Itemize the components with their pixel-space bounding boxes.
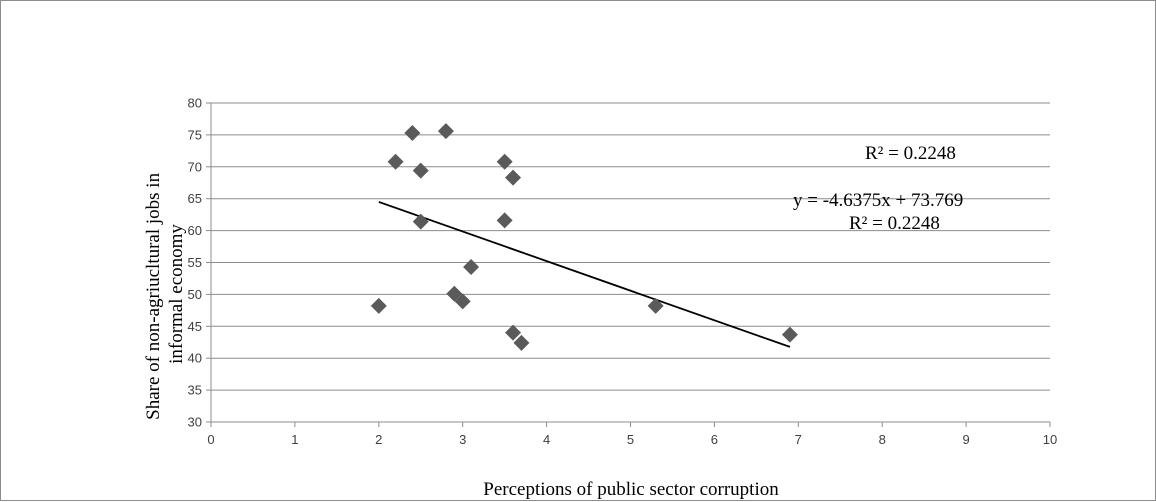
data-point-15: [781, 326, 798, 343]
x-tick-label: 9: [962, 432, 969, 447]
x-tick-label: 0: [207, 432, 214, 447]
y-tick-label: 30: [188, 415, 202, 430]
y-tick-label: 60: [188, 223, 202, 238]
x-tick-label: 6: [711, 432, 718, 447]
x-tick-label: 4: [543, 432, 550, 447]
data-point-3: [412, 162, 429, 179]
data-point-9: [496, 153, 513, 170]
data-point-1: [387, 153, 404, 170]
x-tick-label: 2: [375, 432, 382, 447]
y-tick-label: 45: [188, 319, 202, 334]
data-point-10: [496, 212, 513, 229]
data-points: [370, 123, 798, 351]
data-point-2: [404, 124, 421, 141]
y-tick-label: 35: [188, 383, 202, 398]
y-tick-label: 40: [188, 351, 202, 366]
x-tick-label: 8: [879, 432, 886, 447]
y-axis-title-line-1: Share of non-agriucltural jobs in: [143, 172, 164, 419]
data-point-14: [647, 297, 664, 314]
x-axis-title: Perceptions of public sector corruption: [483, 479, 779, 500]
y-tick-label: 50: [188, 287, 202, 302]
y-tick-labels: 30 35 40 45 50 55 60 65 70 75 80: [188, 96, 202, 430]
data-point-4: [412, 213, 429, 230]
x-tick-label: 3: [459, 432, 466, 447]
x-tick-label: 1: [291, 432, 298, 447]
y-tick-label: 70: [188, 159, 202, 174]
y-axis-title: Share of non-agriucltural jobs in inform…: [143, 168, 187, 420]
gridlines: [206, 102, 1050, 423]
r2-label-top: R² = 0.2248: [865, 143, 956, 164]
r2-label-bottom: R² = 0.2248: [849, 213, 940, 234]
data-point-6: [446, 285, 463, 302]
x-tick-label: 7: [795, 432, 802, 447]
y-tick-label: 75: [188, 127, 202, 142]
x-tick-labels: 0 1 2 3 4 5 6 7 8 9 10: [207, 432, 1057, 447]
y-tick-label: 55: [188, 255, 202, 270]
data-point-13: [513, 334, 530, 351]
trendline-equation: y = -4.6375x + 73.769: [793, 190, 963, 211]
y-tick-label: 80: [188, 96, 202, 111]
x-tick-label: 5: [627, 432, 634, 447]
y-tick-label: 65: [188, 191, 202, 206]
data-point-11: [505, 169, 522, 186]
y-axis-title-line-2: informal economy: [166, 224, 187, 364]
x-tick-label: 10: [1043, 432, 1057, 447]
axes: [210, 103, 1051, 427]
data-point-8: [463, 258, 480, 275]
data-point-12: [505, 324, 522, 341]
data-point-0: [370, 297, 387, 314]
trendline: [378, 201, 791, 348]
data-point-5: [437, 123, 454, 140]
data-point-7: [454, 293, 471, 310]
